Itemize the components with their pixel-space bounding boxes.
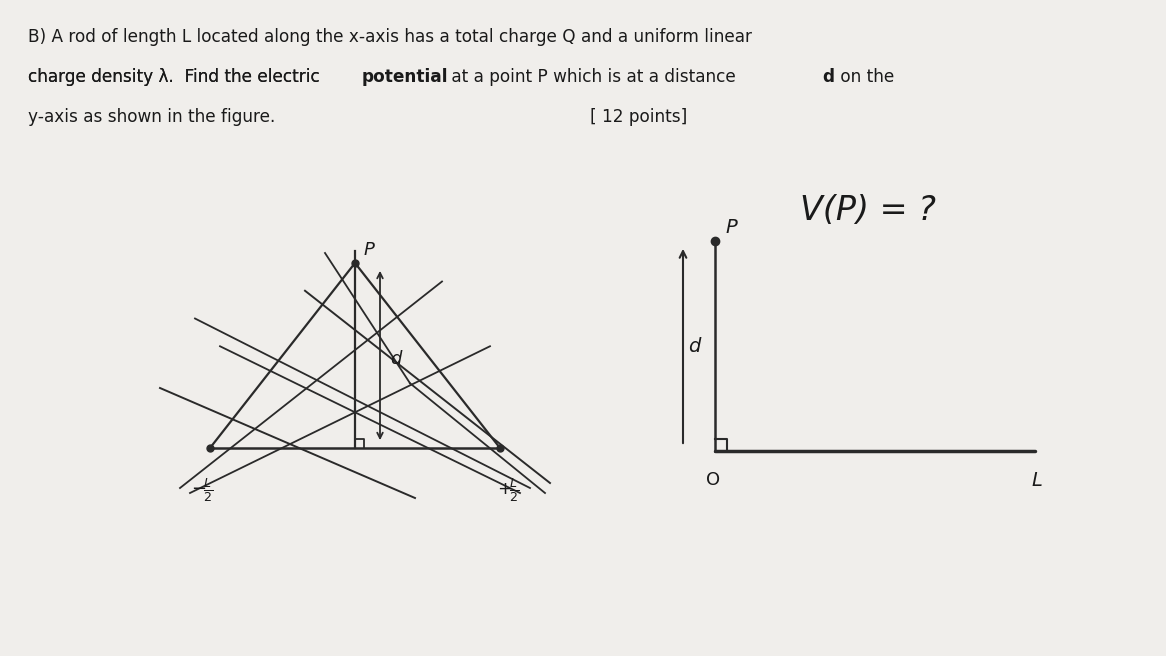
Text: d: d xyxy=(822,68,834,86)
Text: charge density λ.  Find the electric: charge density λ. Find the electric xyxy=(28,68,325,86)
Text: B) A rod of length L located along the x-axis has a total charge Q and a uniform: B) A rod of length L located along the x… xyxy=(28,28,752,46)
Text: at a point P which is at a distance: at a point P which is at a distance xyxy=(447,68,742,86)
Text: d: d xyxy=(688,337,701,356)
Text: potential: potential xyxy=(361,68,449,86)
Text: [ 12 points]: [ 12 points] xyxy=(590,108,687,126)
Text: d: d xyxy=(389,350,401,368)
Text: O: O xyxy=(705,471,721,489)
Text: L: L xyxy=(1032,471,1042,490)
Text: charge density λ.  Find the electric: charge density λ. Find the electric xyxy=(28,68,325,86)
Text: y-axis as shown in the figure.: y-axis as shown in the figure. xyxy=(28,108,275,126)
Text: P: P xyxy=(364,241,375,259)
Text: $+\!\frac{L}{2}$: $+\!\frac{L}{2}$ xyxy=(497,476,519,504)
Text: on the: on the xyxy=(835,68,894,86)
Text: $-\!\frac{L}{2}$: $-\!\frac{L}{2}$ xyxy=(191,476,213,504)
Text: V(P) = ?: V(P) = ? xyxy=(800,194,936,227)
Text: P: P xyxy=(725,218,737,237)
